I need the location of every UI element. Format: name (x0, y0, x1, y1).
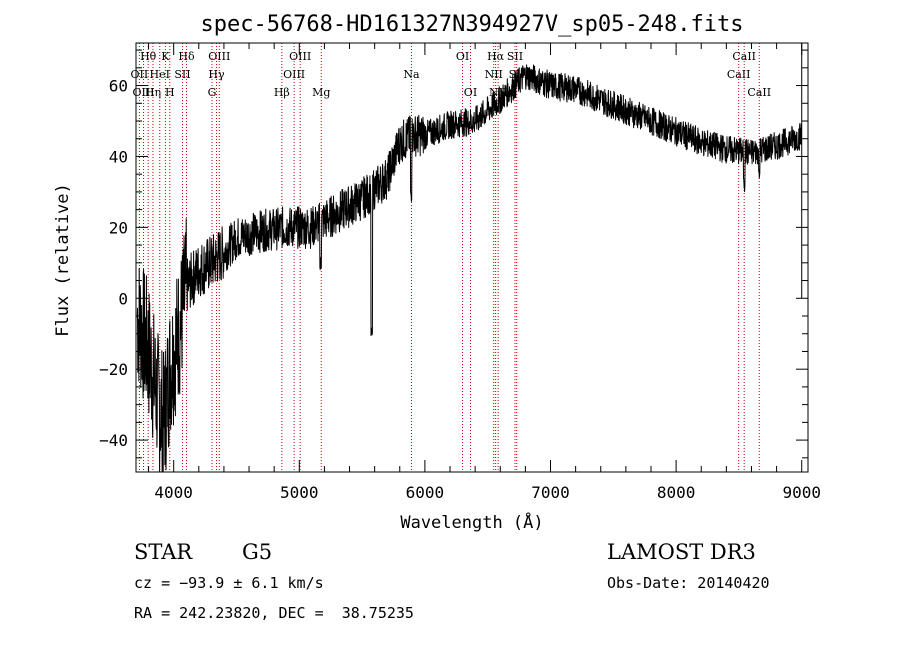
line-label: CaII (747, 86, 771, 99)
line-label: NII (485, 68, 503, 81)
coordinates: RA = 242.23820, DEC = 38.75235 (134, 604, 414, 622)
obs-date: Obs-Date: 20140420 (607, 574, 770, 592)
y-axis-label: Flux (relative) (53, 183, 73, 337)
axis-ticks: 4000 5000 6000 7000 8000 9000 −40 −20 0 20 40 60 (99, 43, 821, 502)
line-label: Hγ (208, 68, 225, 81)
survey-name: LAMOST DR3 (607, 540, 756, 564)
x-tick-label: 5000 (280, 483, 319, 502)
line-label: Hδ (178, 50, 195, 63)
x-tick-label: 4000 (154, 483, 193, 502)
line-label: OIII (289, 50, 311, 63)
line-label: CaII (727, 68, 751, 81)
y-tick-label: 60 (109, 77, 128, 96)
line-label: OI (456, 50, 469, 63)
x-tick-label: 9000 (782, 483, 821, 502)
line-label: Hθ (140, 50, 157, 63)
y-tick-label: 20 (109, 218, 128, 237)
spectrum-line (136, 64, 803, 473)
y-tick-label: −40 (99, 431, 128, 450)
line-label: CaII (732, 50, 756, 63)
line-label: NII (489, 86, 507, 99)
line-label: OIII (208, 50, 230, 63)
x-axis-label: Wavelength (Å) (400, 511, 543, 533)
redshift-cz: cz = −93.9 ± 6.1 km/s (134, 574, 324, 592)
y-tick-label: 40 (109, 147, 128, 166)
line-label: Mg (312, 86, 330, 99)
chart-title: spec-56768-HD161327N394927V_sp05-248.fit… (200, 12, 743, 37)
spectral-subclass: G5 (242, 540, 273, 564)
line-label: G (208, 86, 217, 99)
plot-frame (135, 42, 809, 473)
line-label: H (165, 86, 175, 99)
y-tick-label: −20 (99, 360, 128, 379)
line-labels: Hθ OII OIII K HeI Hη SII H Hδ OIII Hγ G Hβ OIII OIII Mg… (131, 50, 772, 99)
line-label: OII (131, 68, 149, 81)
x-tick-label: 8000 (657, 483, 696, 502)
line-label: SII (509, 68, 525, 81)
object-class: STAR (134, 540, 193, 564)
line-label: HeI (150, 68, 170, 81)
y-tick-label: 0 (118, 289, 128, 308)
line-label: OIII (283, 68, 305, 81)
x-tick-label: 7000 (531, 483, 570, 502)
line-label: OI (464, 86, 477, 99)
spectrum-plot (136, 43, 803, 473)
x-tick-label: 6000 (406, 483, 445, 502)
line-label: K (161, 50, 170, 63)
line-label: OIII (133, 86, 155, 99)
line-label: Hβ (274, 86, 290, 99)
line-label: SII (507, 50, 523, 63)
line-label: SII (174, 68, 190, 81)
line-label: Hη (145, 86, 161, 99)
line-label: Hα (487, 50, 505, 63)
line-label: Na (403, 68, 420, 81)
